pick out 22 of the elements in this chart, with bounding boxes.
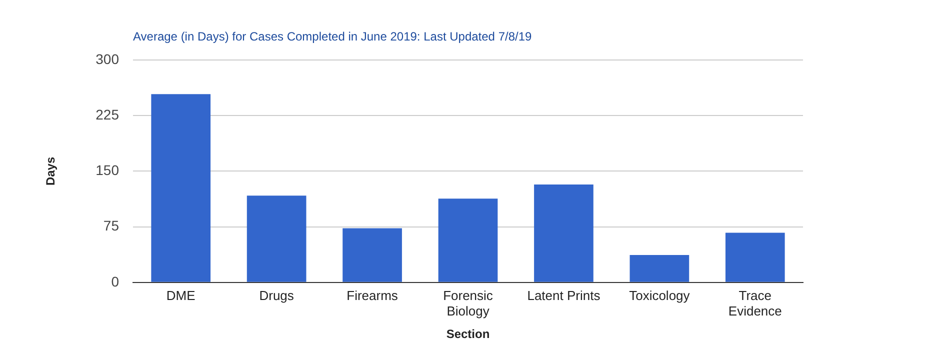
bar bbox=[151, 94, 211, 282]
y-tick-label: 75 bbox=[103, 218, 120, 234]
y-tick-label: 300 bbox=[96, 50, 120, 67]
x-tick-label: Forensic Biology bbox=[443, 288, 494, 318]
x-tick-label: DME bbox=[166, 288, 196, 303]
x-tick-label: Latent Prints bbox=[527, 288, 601, 303]
bar bbox=[342, 228, 402, 282]
y-tick-label: 150 bbox=[96, 162, 120, 178]
chart-title: Average (in Days) for Cases Completed in June 2019: Last Updated 7/8/19 bbox=[133, 29, 532, 44]
bar bbox=[438, 198, 498, 282]
y-axis-title: Days bbox=[44, 156, 58, 186]
bar bbox=[630, 254, 690, 282]
bar bbox=[246, 196, 306, 282]
x-tick-label: Toxicology bbox=[629, 288, 690, 303]
x-tick-label: Firearms bbox=[346, 288, 398, 303]
x-tick-label: Trace Evidence bbox=[728, 288, 782, 318]
bar bbox=[725, 232, 785, 282]
y-tick-label: 0 bbox=[111, 273, 120, 290]
x-axis-title: Section bbox=[446, 327, 490, 342]
y-tick-label: 225 bbox=[96, 106, 120, 122]
bar bbox=[534, 184, 594, 282]
x-tick-label: Drugs bbox=[259, 288, 294, 303]
